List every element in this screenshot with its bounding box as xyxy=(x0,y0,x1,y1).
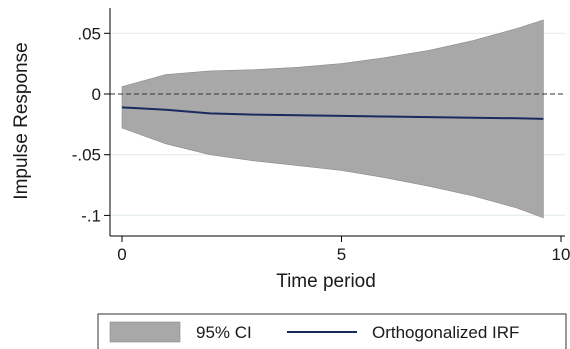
legend-ci-swatch xyxy=(109,321,181,343)
x-axis-ticks: 0 5 10 xyxy=(117,236,570,264)
irf-series-line xyxy=(121,106,544,120)
x-tick-label-2: 10 xyxy=(552,245,570,264)
y-tick-label-1: 0 xyxy=(92,85,101,104)
y-axis-title: Impulse Response xyxy=(11,42,32,199)
legend-ci-label: 95% CI xyxy=(196,323,252,342)
legend-irf-label: Orthogonalized IRF xyxy=(372,323,519,342)
y-tick-label-3: -.1 xyxy=(81,206,101,225)
y-tick-label-2: -.05 xyxy=(72,146,101,165)
y-tick-label-0: .05 xyxy=(77,24,101,43)
legend: 95% CI Orthogonalized IRF xyxy=(97,313,567,349)
x-tick-label-1: 5 xyxy=(337,245,346,264)
ci-band-area xyxy=(121,19,544,219)
y-axis-ticks: .05 0 -.05 -.1 xyxy=(72,24,110,225)
x-tick-label-0: 0 xyxy=(117,245,126,264)
x-axis-title: Time period xyxy=(276,271,376,292)
